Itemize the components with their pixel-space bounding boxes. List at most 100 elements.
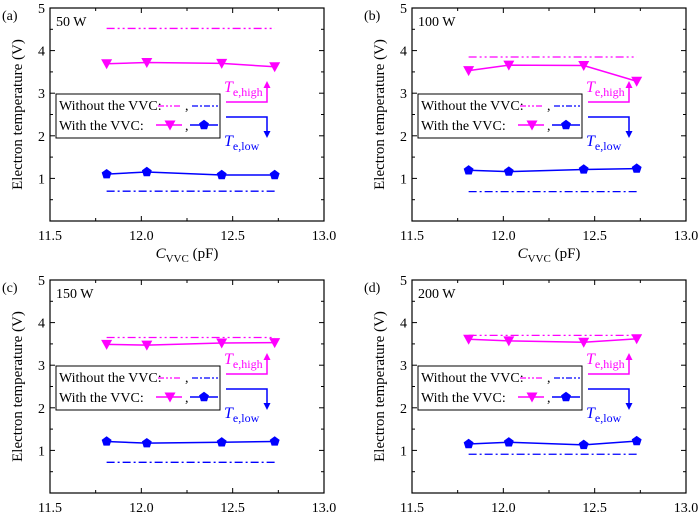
legend-sample-with-low-marker [199, 119, 209, 130]
data-point-low [216, 169, 227, 180]
arrow-down-head-icon [625, 403, 633, 410]
y-axis-label: Electron temperature (V) [372, 39, 388, 190]
y-tick-label: 3 [400, 359, 407, 374]
legend-separator: , [547, 371, 551, 386]
x-axis-label-sub: VVC [528, 253, 551, 265]
legend-separator: , [185, 119, 189, 134]
y-tick-label: 1 [400, 172, 407, 187]
legend-without-label: Without the VVC: [421, 371, 524, 386]
data-point-low [269, 436, 280, 446]
x-tick-label: 12.0 [491, 229, 516, 244]
series-line-high [468, 64, 637, 82]
data-point-low [269, 169, 280, 180]
data-point-low [631, 435, 642, 446]
series-line-low [106, 440, 275, 444]
legend-sample-with-high-marker [526, 120, 538, 131]
data-point-high [503, 60, 515, 71]
series-line-high [468, 338, 637, 343]
x-tick-label: 12.5 [582, 501, 607, 516]
x-axis-label: CVVC (pF) [156, 246, 219, 265]
data-point-high [631, 334, 643, 345]
y-tick-label: 1 [400, 444, 407, 459]
legend-without-label: Without the VVC: [421, 99, 524, 114]
legend-t-low: Te,low [586, 133, 622, 153]
legend-t-high-sub: e,high [595, 357, 625, 371]
x-tick-label: 12.0 [491, 501, 516, 516]
x-tick-label: 12.0 [129, 501, 154, 516]
legend-with-label: With the VVC: [421, 391, 506, 406]
y-tick-label: 3 [38, 359, 45, 374]
data-point-high [269, 62, 281, 73]
power-label: 200 W [418, 287, 456, 302]
legend-with-label: With the VVC: [59, 119, 144, 134]
arrow-up-icon [588, 86, 630, 103]
x-tick-label: 12.5 [220, 229, 245, 244]
legend-sample-with-low-marker [561, 119, 571, 130]
legend-box [417, 93, 583, 139]
legend-t-high-main: T [586, 351, 596, 368]
legend-without-label: Without the VVC: [59, 371, 162, 386]
y-axis-label: Electron temperature (V) [372, 311, 388, 462]
arrow-up-head-icon [625, 353, 633, 360]
y-tick-label: 2 [400, 130, 407, 145]
legend-t-low-sub: e,low [233, 411, 260, 425]
legend-separator: , [547, 119, 551, 134]
y-tick-label: 3 [400, 87, 407, 102]
legend-t-high-sub: e,high [595, 85, 625, 99]
arrow-down-icon [588, 388, 630, 405]
y-axis-label: Electron temperature (V) [10, 39, 26, 190]
legend-sample-with-high-marker [526, 392, 538, 403]
x-tick-label: 13.0 [312, 501, 337, 516]
legend-t-low: Te,low [586, 405, 622, 425]
data-point-high [216, 338, 228, 349]
legend-t-low-main: T [586, 133, 596, 150]
arrow-down-icon [226, 116, 268, 133]
arrow-up-icon [226, 358, 268, 375]
x-tick-label: 13.0 [312, 229, 337, 244]
data-point-low [578, 164, 589, 174]
x-axis-label: CVVC (pF) [518, 246, 581, 265]
chart-panel-1: 1 2 3 4 5 11.5 12.0 12.5 13.0 Electron temperatur… [2, 2, 336, 265]
data-point-high [141, 340, 153, 351]
data-point-low [578, 439, 589, 450]
y-tick-label: 5 [400, 274, 407, 289]
data-point-low [463, 438, 474, 449]
panel-label: (d) [364, 281, 381, 296]
series-line-high [106, 61, 275, 68]
series-line-low [468, 167, 637, 173]
y-tick-label: 4 [400, 45, 407, 60]
legend-t-low: Te,low [224, 133, 260, 153]
legend-t-high-sub: e,high [233, 85, 263, 99]
x-tick-label: 11.5 [400, 501, 424, 516]
legend-separator: , [185, 371, 189, 386]
data-point-low [101, 436, 112, 446]
panel-label: (b) [364, 9, 381, 24]
panel-label: (c) [2, 281, 18, 296]
x-tick-label: 12.5 [220, 501, 245, 516]
arrow-down-head-icon [263, 403, 271, 410]
y-tick-label: 1 [38, 172, 45, 187]
legend-t-low-sub: e,low [233, 139, 260, 153]
y-tick-label: 2 [38, 130, 45, 145]
legend-sample-with-low-marker [561, 391, 571, 402]
legend-t-low-main: T [224, 133, 234, 150]
chart-panel-2: 1 2 3 4 5 11.5 12.0 12.5 13.0 Electron temperatur… [364, 2, 698, 265]
data-point-high [141, 58, 153, 69]
legend-box [55, 93, 221, 139]
legend-box [417, 365, 583, 411]
legend-t-high: Te,high [586, 79, 625, 99]
legend-t-high: Te,high [586, 351, 625, 371]
legend-box [55, 365, 221, 411]
arrow-up-head-icon [263, 353, 271, 360]
legend-t-high-main: T [224, 351, 234, 368]
y-tick-label: 4 [38, 45, 45, 60]
x-axis-label-main: C [518, 246, 529, 262]
data-point-low [463, 165, 474, 175]
legend-t-low-main: T [224, 405, 234, 422]
x-tick-label: 11.5 [38, 229, 62, 244]
chart-panel-3: 1 2 3 4 5 11.5 12.0 12.5 13.0 Electron temperatur… [2, 274, 336, 519]
y-tick-label: 5 [400, 2, 407, 17]
x-tick-label: 13.0 [674, 501, 699, 516]
x-axis-label-main: C [156, 246, 167, 262]
